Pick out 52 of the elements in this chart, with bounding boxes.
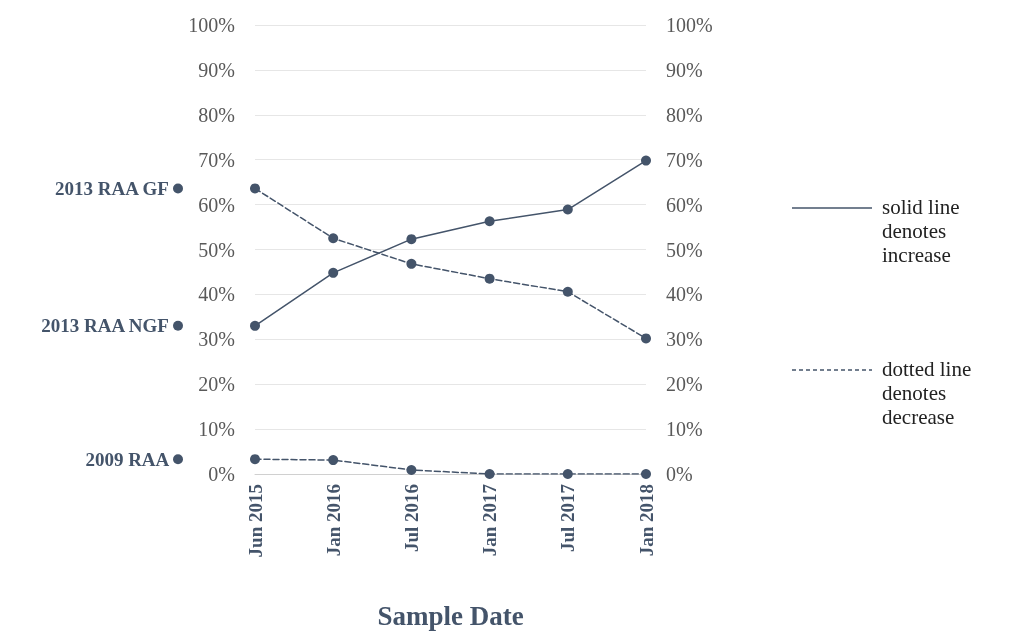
point <box>484 469 495 479</box>
legend-label: 2013 RAA NGF <box>41 315 173 337</box>
y-tick-label: 20% <box>198 373 235 396</box>
point <box>328 455 339 466</box>
y-tick-label: 10% <box>198 418 235 441</box>
y-tick-label: 0% <box>208 463 235 485</box>
y-tick-label: 60% <box>198 193 235 216</box>
point <box>250 454 260 465</box>
y-tick-label: 50% <box>198 238 235 261</box>
y-tick-label: 100% <box>188 14 235 36</box>
x-axis-title: Sample Date <box>377 600 524 631</box>
legend-label: 2013 RAA GF <box>54 177 173 199</box>
y-tick-label: 40% <box>198 283 235 306</box>
text: solid line denotes increase <box>882 195 961 267</box>
point <box>250 320 260 331</box>
x-tick-label: Jul 2016 <box>400 484 422 553</box>
point <box>484 273 495 284</box>
point <box>328 267 339 278</box>
point <box>562 286 573 297</box>
y2-tick-label: 50% <box>666 238 703 261</box>
y2-tick-label: 10% <box>666 418 703 441</box>
point <box>641 155 651 166</box>
point <box>641 333 651 344</box>
x-tick-label: Jan 2017 <box>479 483 501 557</box>
y2-tick-label: 70% <box>666 148 703 171</box>
point <box>328 233 339 244</box>
legend-label: 2009 RAA <box>85 448 173 470</box>
point <box>484 216 495 227</box>
point <box>562 204 573 215</box>
y2-tick-label: 100% <box>666 14 713 36</box>
x-tick-label: Jun 2015 <box>244 484 266 558</box>
y2-tick-label: 20% <box>666 373 703 396</box>
x-tick-label: Jan 2018 <box>635 484 657 557</box>
x-tick-label: Jan 2016 <box>322 484 344 557</box>
y2-tick-label: 90% <box>666 58 703 81</box>
y-tick-label: 30% <box>198 328 235 351</box>
point <box>406 464 417 475</box>
point <box>562 469 573 479</box>
y-tick-label: 90% <box>198 58 235 81</box>
y2-tick-label: 80% <box>666 103 703 126</box>
point <box>641 469 651 479</box>
y2-tick-label: 0% <box>666 463 693 485</box>
y2-tick-label: 60% <box>666 193 703 216</box>
point <box>406 258 417 269</box>
point <box>250 183 260 194</box>
y-tick-label: 70% <box>198 148 235 171</box>
x-tick-label: Jul 2017 <box>557 483 579 553</box>
y2-tick-label: 40% <box>666 283 703 306</box>
point <box>406 234 417 245</box>
y-tick-label: 80% <box>198 103 235 126</box>
text: dotted line denotes decrease <box>882 357 973 429</box>
y2-tick-label: 30% <box>666 328 703 351</box>
